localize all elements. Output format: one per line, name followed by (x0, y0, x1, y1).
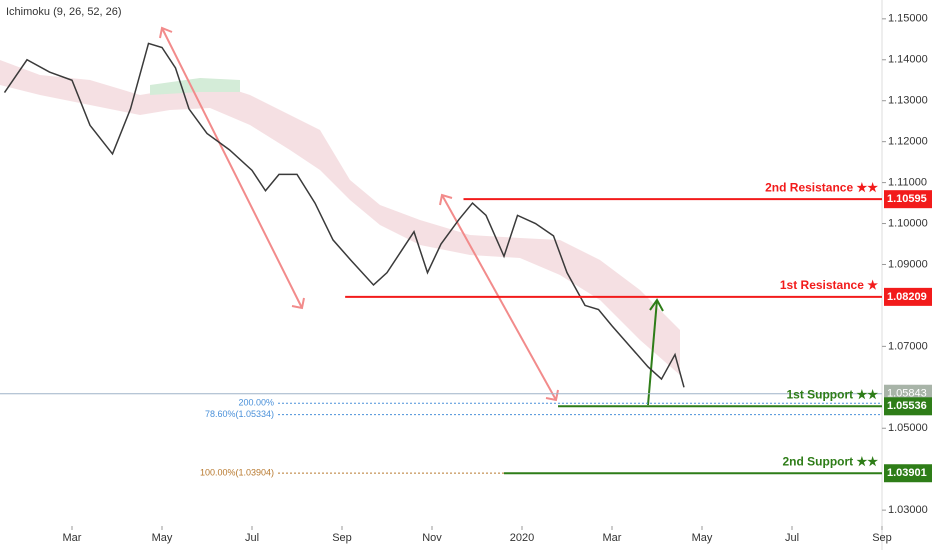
level-box (884, 464, 932, 483)
price-line (3, 42, 685, 388)
ichimoku-cloud (0, 60, 680, 375)
y-tick-label: 1.09000 (888, 258, 928, 270)
level-price-label: 1.03901 (887, 467, 927, 479)
level-box (884, 287, 932, 306)
level-name: 1st Support ★★ (786, 387, 878, 401)
y-tick-label: 1.07000 (888, 340, 928, 352)
target-arrow (647, 298, 664, 406)
y-tick-label: 1.12000 (888, 136, 928, 148)
fib-label: 200.00% (238, 398, 274, 408)
level-price-label: 1.08209 (887, 291, 927, 303)
current-price-label: 1.05843 (887, 388, 927, 400)
level-box (884, 190, 932, 209)
y-tick-label: 1.15000 (888, 13, 928, 25)
y-tick-label: 1.13000 (888, 95, 928, 107)
x-tick-label: Jul (245, 532, 259, 544)
x-tick-label: May (692, 532, 713, 544)
x-tick-label: May (152, 532, 173, 544)
y-tick-label: 1.03000 (888, 504, 928, 516)
fib-label: 100.00%(1.03904) (200, 467, 274, 477)
y-tick-label: 1.11000 (888, 177, 927, 189)
y-tick-label: 1.14000 (888, 54, 928, 66)
level-price-label: 1.05536 (887, 400, 927, 412)
indicator-label: Ichimoku (9, 26, 52, 26) (6, 6, 122, 18)
level-price-label: 1.10595 (887, 193, 927, 205)
x-tick-label: Sep (332, 532, 352, 544)
level-box (884, 397, 932, 416)
level-name: 1st Resistance ★ (780, 278, 878, 292)
x-tick-label: Nov (422, 532, 442, 544)
y-tick-label: 1.10000 (888, 217, 928, 229)
x-tick-label: Sep (872, 532, 892, 544)
x-tick-label: 2020 (510, 532, 534, 544)
x-tick-label: Mar (603, 532, 622, 544)
fib-label: 78.60%(1.05334) (205, 409, 274, 419)
y-tick-label: 1.05000 (888, 422, 928, 434)
level-name: 2nd Resistance ★★ (765, 180, 878, 194)
x-tick-label: Jul (785, 532, 799, 544)
x-tick-label: Mar (63, 532, 82, 544)
level-name: 2nd Support ★★ (782, 454, 878, 468)
ichimoku-cloud-green (150, 78, 240, 95)
